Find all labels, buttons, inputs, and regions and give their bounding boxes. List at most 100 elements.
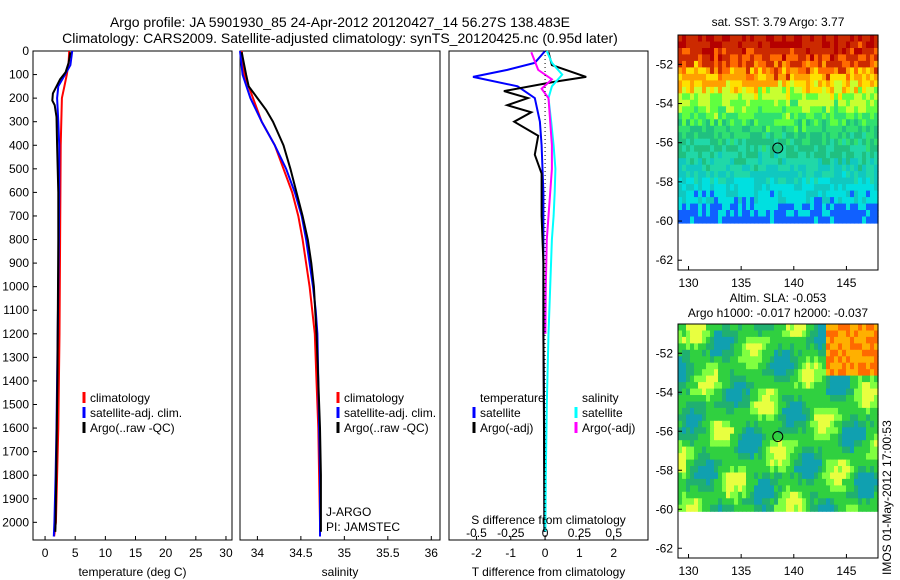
map1-cell <box>826 67 831 75</box>
map2-cell <box>846 343 851 351</box>
map1-cell <box>862 112 867 120</box>
map2-cell <box>858 401 863 409</box>
map2-cell <box>746 478 751 486</box>
map2-cell <box>810 356 815 364</box>
map2-cell <box>742 504 747 512</box>
map2-cell <box>794 401 799 409</box>
map1-cell <box>718 158 723 166</box>
map2-cell <box>790 330 795 338</box>
map2-cell <box>734 401 739 409</box>
map2-cell <box>746 414 751 422</box>
map2-cell <box>746 472 751 480</box>
map2-cell <box>826 382 831 390</box>
map2-cell <box>822 459 827 467</box>
map2-cell <box>850 324 855 332</box>
map1-cell <box>794 60 799 68</box>
map1-cell <box>694 99 699 107</box>
map2-cell <box>782 395 787 403</box>
map2-cell <box>734 433 739 441</box>
map2-cell <box>830 324 835 332</box>
panel2-series-satellite <box>544 50 564 532</box>
map2-cell <box>814 491 819 499</box>
map2-cell <box>758 395 763 403</box>
map2-cell <box>838 504 843 512</box>
map1-cell <box>730 80 735 88</box>
map1-cell <box>738 60 743 68</box>
map2-cell <box>710 356 715 364</box>
map1-cell <box>682 112 687 120</box>
map2-cell <box>766 433 771 441</box>
map2-cell <box>730 349 735 357</box>
map2-cell <box>850 401 855 409</box>
map1-cell <box>814 145 819 153</box>
map1-cell <box>718 86 723 94</box>
map2-cell <box>834 472 839 480</box>
map1-cell <box>690 112 695 120</box>
panel0-ytick-label: 1900 <box>2 492 29 506</box>
map1-cell <box>786 125 791 133</box>
map1-cell <box>786 203 791 211</box>
map1-cell <box>702 132 707 140</box>
map2-cell <box>854 446 859 454</box>
map2-cell <box>810 472 815 480</box>
map2-cell <box>730 336 735 344</box>
map2-cell <box>726 440 731 448</box>
map2-cell <box>714 459 719 467</box>
map1-cell <box>786 41 791 49</box>
map1-cell <box>786 138 791 146</box>
map1-cell <box>774 106 779 114</box>
map2-cell <box>718 349 723 357</box>
map1-cell <box>694 164 699 172</box>
map2-cell <box>858 485 863 493</box>
map1-cell <box>822 86 827 94</box>
map2-cell <box>854 407 859 415</box>
map2-cell <box>730 362 735 370</box>
map2-cell <box>806 330 811 338</box>
map1-cell <box>770 216 775 224</box>
map2-cell <box>694 356 699 364</box>
map2-cell <box>802 362 807 370</box>
map1-cell <box>830 210 835 218</box>
map1-cell <box>794 112 799 120</box>
map1-cell <box>834 171 839 179</box>
map2-cell <box>686 440 691 448</box>
map2-cell <box>778 440 783 448</box>
map1-cell <box>870 210 875 218</box>
map2-cell <box>810 504 815 512</box>
map1-cell <box>766 203 771 211</box>
map2-cell <box>834 388 839 396</box>
map2-cell <box>762 343 767 351</box>
map1-cell <box>814 132 819 140</box>
map2-cell <box>762 440 767 448</box>
map1-cell <box>822 67 827 75</box>
map2-cell <box>702 382 707 390</box>
map2-cell <box>726 446 731 454</box>
map2-cell <box>702 491 707 499</box>
map1-cell <box>830 73 835 81</box>
map1-cell <box>682 197 687 205</box>
map2-cell <box>734 343 739 351</box>
map2-cell <box>814 369 819 377</box>
map2-cell <box>770 414 775 422</box>
map1-cell <box>690 48 695 56</box>
map1-cell <box>794 41 799 49</box>
map1-cell <box>870 145 875 153</box>
map1-cell <box>786 73 791 81</box>
map1-cell <box>798 67 803 75</box>
map2-cell <box>734 427 739 435</box>
map1-cell <box>726 125 731 133</box>
map1-cell <box>818 80 823 88</box>
map2-cell <box>738 401 743 409</box>
map2-cell <box>794 343 799 351</box>
map2-cell <box>862 446 867 454</box>
map1-cell <box>734 48 739 56</box>
map2-cell <box>862 343 867 351</box>
map1-cell <box>734 177 739 185</box>
map2-cell <box>826 440 831 448</box>
map2-cell <box>686 382 691 390</box>
map1-cell <box>754 177 759 185</box>
map1-cell <box>798 203 803 211</box>
map2-cell <box>758 330 763 338</box>
map1-cell <box>782 86 787 94</box>
map1-cell <box>838 41 843 49</box>
